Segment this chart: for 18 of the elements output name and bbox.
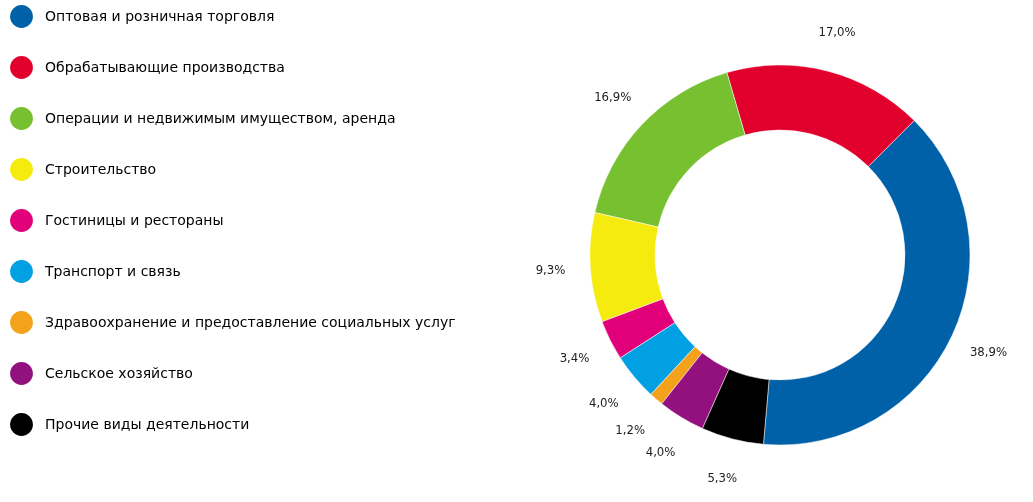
data-label: 1,2% — [615, 421, 646, 437]
data-label: 38,9% — [969, 344, 1008, 360]
data-label: 17,0% — [818, 24, 856, 40]
legend-label: Гостиницы и рестораны — [45, 211, 224, 228]
data-label: 4,0% — [645, 443, 676, 459]
legend-label: Строительство — [45, 160, 157, 177]
legend-label: Здравоохранение и предоставление социальных услуг — [45, 313, 456, 330]
data-label: 4,0% — [588, 394, 619, 410]
legend-label: Транспорт и связь — [44, 262, 181, 279]
legend-label: Операции и недвижимым имуществом, аренда — [45, 109, 396, 126]
legend-label: Оптовая и розничная торговля — [45, 7, 275, 24]
data-label: 3,4% — [559, 350, 590, 366]
data-label: 9,3% — [535, 262, 566, 278]
legend-label: Обрабатывающие производства — [45, 58, 285, 75]
data-label: 16,9% — [594, 89, 632, 105]
data-label: 5,3% — [707, 469, 738, 485]
legend-label: Прочие виды деятельности — [45, 415, 250, 432]
legend-label: Сельское хозяйство — [45, 364, 193, 381]
